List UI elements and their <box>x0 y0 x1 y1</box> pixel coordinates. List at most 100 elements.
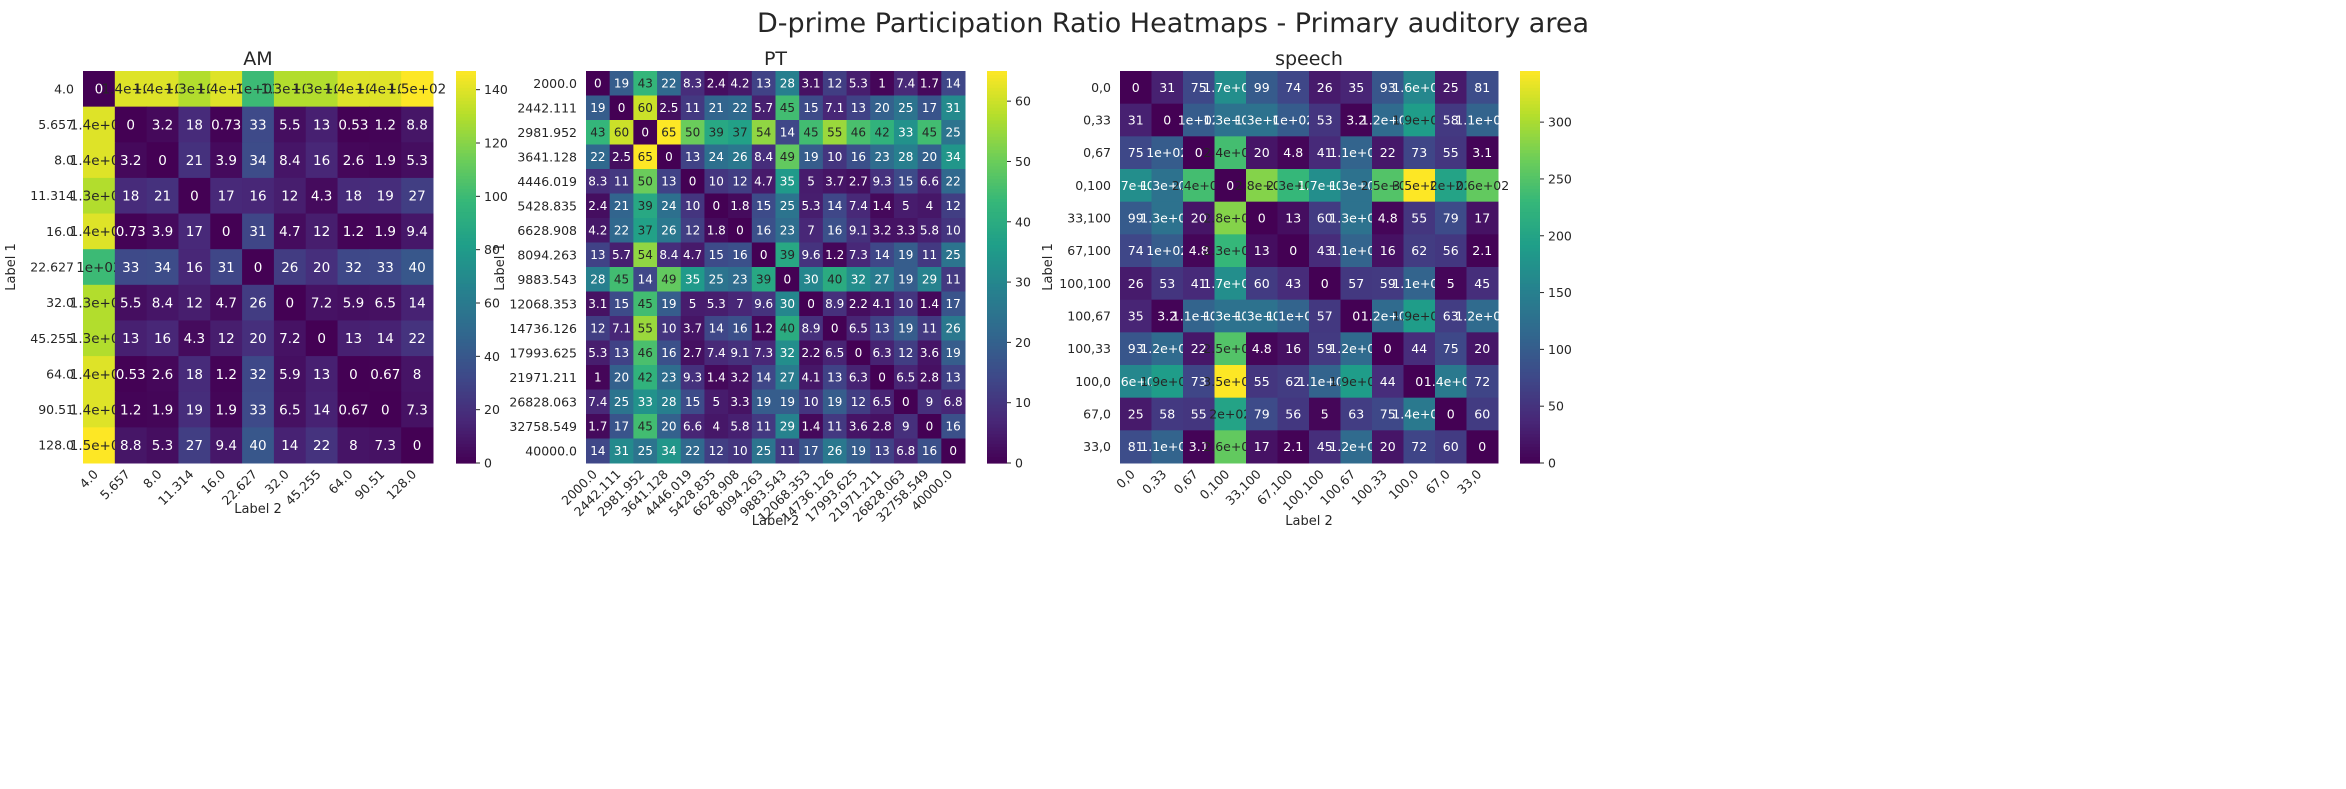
colorbar-segment <box>456 338 476 343</box>
heatmap-cell <box>1214 71 1247 105</box>
cell-label: 54 <box>756 126 771 140</box>
heatmap-cell <box>1214 234 1247 268</box>
cell-label: 2.4e+02 <box>1172 178 1226 193</box>
colorbar-segment <box>987 146 1007 150</box>
colorbar-segment <box>1520 404 1540 409</box>
colorbar-segment <box>456 319 476 324</box>
cell-label: 60 <box>1317 211 1333 226</box>
x-tick-label: 4.0 <box>76 466 101 491</box>
colorbar-segment <box>1520 335 1540 340</box>
heatmap-cell <box>1151 332 1184 366</box>
heatmap-cell <box>1277 397 1310 431</box>
colorbar-segment <box>456 240 476 245</box>
heatmap-cell <box>1435 169 1467 203</box>
cell-label: 1.2 <box>825 248 844 262</box>
colorbar-segment <box>456 407 476 412</box>
y-tick-label: 3641.128 <box>517 149 577 164</box>
heatmap-cell <box>680 365 705 390</box>
heatmap-cell <box>369 177 402 215</box>
cell-label: 1.2 <box>375 117 396 133</box>
colorbar-segment <box>1520 93 1540 98</box>
cell-label: 9.6 <box>801 248 820 262</box>
cell-label: 16 <box>1285 341 1301 356</box>
cell-label: 35 <box>1128 309 1144 324</box>
heatmap-cell <box>1151 136 1184 170</box>
heatmap-cell <box>178 284 211 321</box>
cell-label: 0 <box>689 175 697 189</box>
cell-label: 14 <box>281 438 298 454</box>
heatmap-cell <box>751 71 776 96</box>
heatmap-cell <box>1309 103 1341 137</box>
heatmap-cell <box>586 365 611 390</box>
heatmap-cell <box>775 144 800 170</box>
cell-label: 11 <box>685 101 700 115</box>
heatmap-cell <box>728 414 753 439</box>
colorbar-segment <box>987 77 1007 82</box>
colorbar-segment <box>1520 97 1540 101</box>
heatmap-cell <box>1183 332 1215 366</box>
heatmap-cell <box>728 389 753 415</box>
heatmap-cell <box>822 365 848 390</box>
colorbar-segment <box>456 253 476 258</box>
heatmap-cell <box>822 242 848 268</box>
cell-label: 13 <box>661 175 676 189</box>
colorbar-segment <box>456 316 476 320</box>
heatmap-cell <box>1120 234 1152 268</box>
cell-label: 4.3 <box>311 189 332 205</box>
cell-label: 2.1 <box>1283 439 1303 454</box>
cell-label: 2.6 <box>343 153 364 169</box>
heatmap-cell <box>83 284 116 321</box>
colorbar-segment <box>1520 443 1540 448</box>
heatmap-cell <box>633 144 658 170</box>
cell-label: 1.4e+02 <box>356 82 414 98</box>
cell-label: 43 <box>638 77 653 91</box>
cell-label: 1 <box>878 77 886 91</box>
cell-label: 4.1 <box>801 371 820 385</box>
cell-label: 1.2 <box>215 367 236 383</box>
heatmap-cell <box>609 316 634 341</box>
heatmap-cell <box>586 169 611 194</box>
heatmap-cell <box>369 427 402 464</box>
cell-label: 1.2 <box>754 322 773 336</box>
heatmap-cell <box>1435 234 1467 268</box>
colorbar-segment <box>1520 430 1540 435</box>
cell-label: 1.6e+02 <box>1109 374 1163 389</box>
colorbar-segment <box>987 116 1007 121</box>
colorbar-tick-label: 20 <box>484 402 500 417</box>
cell-label: 12 <box>218 331 235 347</box>
heatmap-cell <box>1435 136 1467 170</box>
cell-label: 74 <box>1128 243 1144 258</box>
heatmap-cell <box>728 218 753 243</box>
colorbar-segment <box>456 440 476 444</box>
colorbar-segment <box>456 162 476 167</box>
colorbar-segment <box>987 149 1007 154</box>
colorbar-segment <box>456 211 476 216</box>
heatmap-cell <box>114 71 148 108</box>
cell-label: 31 <box>946 101 961 115</box>
heatmap-panel-pt: PT0 19 43 22 8.3 2.4 4.2 13 28 3.1 12 5.3 1 7.4 1.7 141… <box>493 48 1031 529</box>
colorbar-segment <box>456 237 476 242</box>
colorbar-segment <box>987 240 1007 245</box>
colorbar-segment <box>456 152 476 157</box>
cell-label: 10 <box>661 322 676 336</box>
colorbar-segment <box>456 191 476 196</box>
heatmap-cell <box>609 120 634 145</box>
cell-label: 9.6 <box>754 297 773 311</box>
heatmap-cell <box>822 438 848 464</box>
cell-label: 53 <box>1159 276 1175 291</box>
cell-label: 8.4 <box>152 295 173 311</box>
cell-label: 1.2e+02 <box>1329 439 1383 454</box>
heatmap-cell <box>657 169 682 194</box>
colorbar-segment <box>987 90 1007 95</box>
cell-label: 2.2 <box>849 297 868 311</box>
heatmap-cell <box>1372 430 1404 464</box>
cell-label: 7.4 <box>588 395 607 409</box>
cell-label: 2.1 <box>1472 243 1492 258</box>
colorbar-segment <box>1520 325 1540 330</box>
colorbar-segment <box>456 93 476 98</box>
colorbar-segment <box>987 332 1007 337</box>
heatmap-cell <box>846 365 871 390</box>
heatmap-cell <box>799 267 824 292</box>
colorbar-segment <box>456 420 476 425</box>
colorbar-segment <box>987 110 1007 115</box>
